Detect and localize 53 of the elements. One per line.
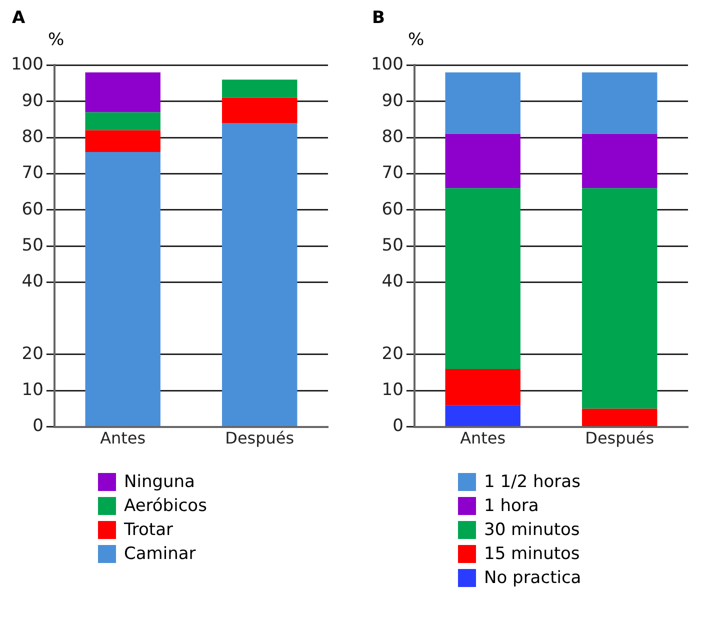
- y-tick-label: 50: [382, 235, 404, 256]
- chart-title: B: [372, 8, 386, 30]
- bar: [222, 80, 298, 98]
- y-tick-label: 50: [22, 235, 44, 256]
- bar: [222, 123, 298, 426]
- y-tick-label: 100: [370, 54, 404, 75]
- bar: [445, 134, 520, 188]
- y-tick-label: 10: [22, 380, 44, 400]
- legend-label: 1 hora: [484, 496, 539, 516]
- legend-label: Ninguna: [124, 472, 195, 492]
- bar: [445, 188, 520, 369]
- legend-label: Aeróbicos: [124, 496, 207, 516]
- y-tick-label: 20: [22, 344, 44, 364]
- bar: [85, 112, 160, 130]
- y-tick-label: 40: [382, 272, 404, 292]
- bar: [582, 188, 658, 409]
- bar: [445, 368, 520, 406]
- bar: [85, 72, 160, 112]
- y-tick-label: 100: [10, 54, 44, 75]
- x-tick-label: Después: [225, 428, 294, 448]
- y-tick-label: 40: [22, 272, 44, 292]
- y-tick-label: 70: [382, 163, 404, 184]
- y-axis-title: %: [408, 30, 426, 52]
- y-tick-label: 90: [22, 90, 44, 111]
- chart-title: A: [12, 8, 26, 30]
- legend-label: 30 minutos: [484, 520, 580, 540]
- y-tick-label: 70: [22, 163, 44, 184]
- y-tick-label: 20: [382, 344, 404, 364]
- legend-label: Caminar: [124, 544, 196, 564]
- x-tick-label: Después: [585, 428, 654, 448]
- y-tick-label: 80: [22, 126, 44, 147]
- y-axis-title: %: [48, 30, 66, 52]
- legend-label: Trotar: [124, 520, 173, 540]
- bar: [445, 405, 520, 426]
- x-tick-label: Antes: [460, 428, 506, 448]
- bar: [222, 98, 298, 124]
- legend-label: 15 minutos: [484, 544, 580, 564]
- bar: [85, 152, 160, 426]
- legend-label: No practica: [484, 568, 582, 588]
- y-tick-label: 0: [32, 416, 44, 436]
- y-tick-label: 10: [382, 380, 404, 400]
- x-tick-label: Antes: [100, 428, 146, 448]
- y-tick-label: 80: [382, 126, 404, 147]
- bar: [582, 408, 658, 426]
- y-tick-label: 60: [22, 199, 44, 220]
- bar: [445, 72, 520, 134]
- bar: [582, 72, 658, 134]
- legend-label: 1 1/2 horas: [484, 472, 580, 492]
- y-tick-label: 90: [382, 90, 404, 111]
- y-tick-label: 0: [392, 416, 404, 436]
- bar: [582, 134, 658, 188]
- y-tick-label: 60: [382, 199, 404, 220]
- bar: [85, 130, 160, 152]
